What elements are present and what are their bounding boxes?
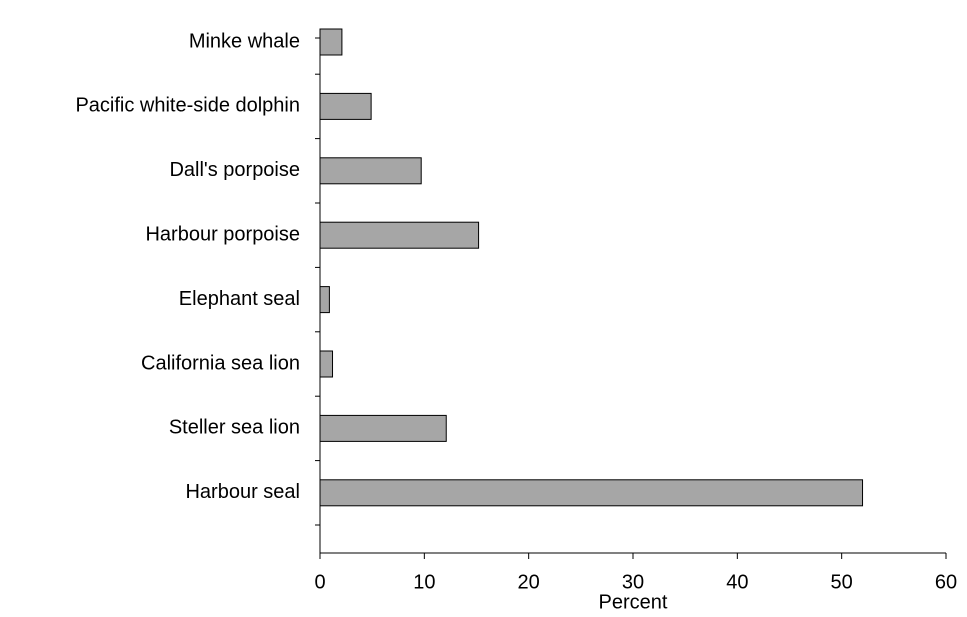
y-tick-label: Harbour seal [185,481,300,503]
y-tick-label: California sea lion [141,352,300,374]
bar [319,157,422,185]
x-axis-label: Percent [599,591,668,613]
bar [319,221,480,249]
bar [319,286,330,314]
y-tick-label: Dall's porpoise [169,159,300,181]
bar [319,414,447,442]
x-tick-label: 50 [831,571,853,593]
x-tick-label: 0 [314,571,325,593]
x-tick-label: 10 [413,571,435,593]
bar [319,479,864,507]
y-tick-label: Harbour porpoise [145,223,300,245]
y-tick-label: Pacific white-side dolphin [75,95,300,117]
y-tick-label: Elephant seal [179,288,300,310]
bar [319,28,343,56]
x-tick-label: 60 [935,571,957,593]
y-tick-label: Minke whale [189,30,300,52]
bar [319,350,334,378]
x-tick-label: 30 [622,571,644,593]
x-tick-label: 20 [518,571,540,593]
y-tick-label: Steller sea lion [169,417,300,439]
bar [319,92,372,120]
x-tick-label: 40 [726,571,748,593]
